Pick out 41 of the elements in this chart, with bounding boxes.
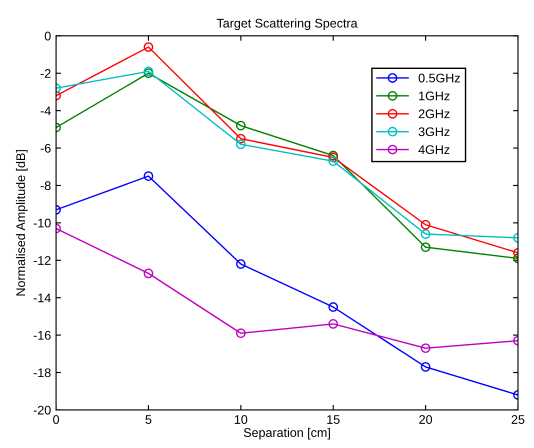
y-tick-label: 0 <box>44 32 51 40</box>
legend-label: 4GHz <box>418 145 450 154</box>
point <box>420 362 430 372</box>
y-tick-label: -16 <box>34 330 51 340</box>
point <box>144 268 154 278</box>
x-tick-label: 20 <box>419 415 432 424</box>
point <box>328 302 338 312</box>
point <box>420 220 430 230</box>
legend-label: 1GHz <box>419 92 450 100</box>
point <box>236 328 246 338</box>
y-tick-label: -18 <box>34 368 51 378</box>
x-tick-label: 25 <box>512 415 524 424</box>
chart-title: Target Scattering Spectra <box>216 18 358 30</box>
point <box>236 134 246 144</box>
legend-label: 0.5GHz <box>418 74 460 82</box>
point <box>420 229 430 239</box>
y-tick-label: -2 <box>40 69 51 78</box>
point <box>144 42 154 52</box>
point <box>420 242 430 252</box>
x-tick-label: 5 <box>145 415 152 424</box>
point <box>328 319 338 329</box>
y-tick-label: -12 <box>34 256 51 265</box>
legend-label: 3GHz <box>418 127 450 136</box>
y-tick-label: -8 <box>40 181 51 190</box>
x-tick-label: 10 <box>234 415 248 424</box>
y-tick-label: -14 <box>34 294 51 302</box>
x-tick-label: 15 <box>327 415 340 424</box>
point <box>236 259 246 269</box>
legend-label: 2GHz <box>418 109 450 118</box>
y-axis-title: Normalised Amplitude [dB] <box>16 150 28 296</box>
y-tick-label: -20 <box>34 406 51 415</box>
point <box>144 171 154 181</box>
point <box>236 120 246 130</box>
point <box>236 139 246 150</box>
point <box>328 156 338 166</box>
y-tick-label: -4 <box>40 106 51 116</box>
x-axis-title: Separation [cm] <box>244 428 330 440</box>
x-tick-label: 0 <box>53 415 60 424</box>
point <box>420 343 430 354</box>
y-tick-label: -6 <box>40 144 51 153</box>
y-tick-label: -10 <box>34 218 51 228</box>
